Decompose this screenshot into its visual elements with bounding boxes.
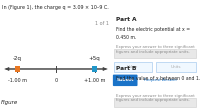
FancyBboxPatch shape: [114, 49, 196, 58]
Text: Part B: Part B: [116, 66, 136, 71]
Bar: [15, 66, 20, 72]
Text: +1.00 m: +1.00 m: [84, 78, 105, 83]
Text: Part A: Part A: [116, 17, 136, 22]
Text: -2q: -2q: [13, 56, 22, 61]
Text: Figure: Figure: [1, 100, 18, 105]
Text: 0.450 m.: 0.450 m.: [116, 35, 136, 40]
Text: 1 of 1: 1 of 1: [95, 21, 109, 26]
FancyBboxPatch shape: [113, 75, 138, 86]
Text: Submit: Submit: [116, 78, 134, 82]
Bar: [92, 66, 97, 72]
Text: In (Figure 1), the charge q = 3.09 × 10–9 C.: In (Figure 1), the charge q = 3.09 × 10–…: [2, 5, 109, 10]
FancyBboxPatch shape: [114, 62, 152, 72]
Text: Find the value of x between 0 and 1.00 m where the electric potential is zero.: Find the value of x between 0 and 1.00 m…: [116, 76, 200, 81]
Text: Express your answer to three significant figures and include appropriate units.: Express your answer to three significant…: [116, 94, 194, 102]
Text: Value: Value: [127, 65, 138, 69]
Text: Find the electric potential at x =: Find the electric potential at x =: [116, 27, 190, 32]
FancyBboxPatch shape: [156, 62, 196, 72]
Text: Express your answer to three significant figures and include appropriate units.: Express your answer to three significant…: [116, 45, 194, 54]
FancyBboxPatch shape: [114, 98, 196, 107]
Text: Units: Units: [171, 65, 181, 69]
Text: +5q: +5q: [89, 56, 100, 61]
Text: -1.00 m: -1.00 m: [8, 78, 27, 83]
Text: Request Answer: Request Answer: [144, 78, 177, 82]
Text: 0: 0: [54, 78, 58, 83]
